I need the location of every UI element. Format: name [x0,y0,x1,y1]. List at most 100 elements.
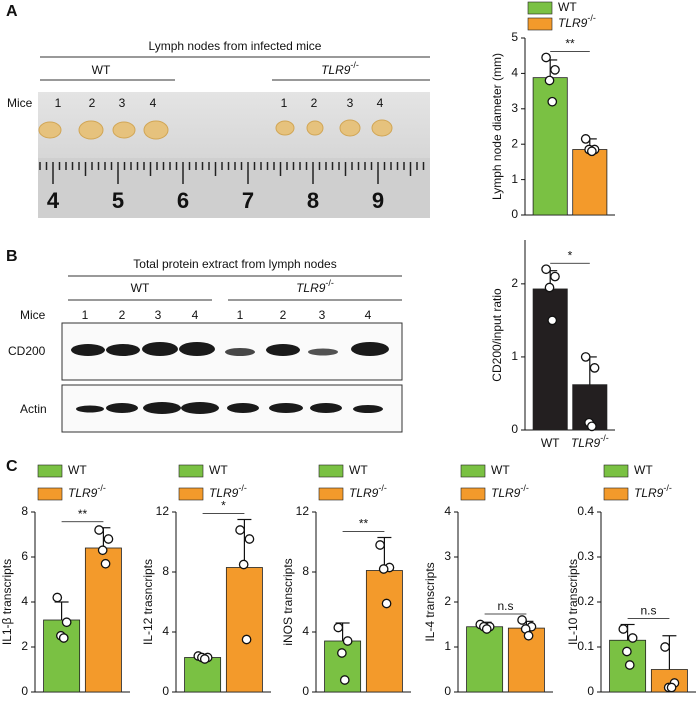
label-name: WT [634,463,653,477]
y-tick-label: 4 [162,624,169,638]
significance-label: ** [565,37,575,51]
y-tick-label: 0 [162,684,169,698]
mice-label: Mice [7,96,33,110]
mouse-number: 2 [280,308,287,322]
y-tick-label: 2 [21,639,28,653]
label-name: TLR9 [349,486,379,500]
y-tick-label: 2 [511,276,518,290]
data-point [550,65,560,75]
y-axis-label: iNOS transcripts [281,558,295,645]
y-tick-label: 1 [444,639,451,653]
legend-label: TLR9-/- [68,483,106,500]
mouse-number: 1 [82,308,89,322]
legend-swatch [178,464,204,478]
mouse-number: 3 [347,96,354,110]
data-point [97,545,108,556]
legend-swatch [318,487,344,501]
mouse-number: 1 [281,96,288,110]
y-tick-label: 3 [511,101,518,115]
data-point [103,534,114,544]
data-point [61,617,72,628]
bar [84,547,122,693]
data-point [199,654,210,664]
y-tick-label: 6 [21,549,28,563]
label-name: TLR9 [571,436,601,450]
legend-swatch [527,1,553,15]
x-tick-label: WT [541,436,560,450]
label-name: WT [541,436,560,450]
y-tick-label: 1 [511,172,518,186]
data-point [517,615,527,625]
bar [225,567,263,693]
data-point [100,558,111,569]
y-axis-label: CD200/input ratio [490,288,504,382]
y-axis-label: IL-4 transcripts [423,562,437,641]
mouse-number: 3 [155,308,162,322]
data-point [481,624,492,634]
y-tick-label: 0 [511,207,518,221]
label-name: TLR9 [209,486,239,500]
legend-label: WT [634,463,653,477]
legend-swatch [603,487,629,501]
y-tick-label: 0 [21,684,28,698]
data-point [547,96,558,107]
legend-label: WT [68,463,87,477]
data-point [666,682,677,693]
x-tick-label: TLR9-/- [571,433,609,450]
panel-label: B [6,248,18,265]
data-point [241,634,252,645]
y-axis-label: IL-12 trasncripts [141,559,155,645]
legend-swatch [318,464,344,478]
mouse-number: 4 [150,96,157,110]
group-label: WT [131,281,150,295]
significance-label: n.s [640,604,656,618]
legend-label: WT [349,463,368,477]
data-point [94,525,104,535]
legend-swatch [527,17,553,31]
label-name: WT [209,463,228,477]
bar [572,384,608,431]
legend-label: TLR9-/- [634,483,672,500]
label-superscript: -/- [378,483,387,493]
ruler-number: 7 [242,188,254,213]
data-point [587,421,597,432]
label-superscript: -/- [325,278,334,288]
label-name: TLR9 [491,486,521,500]
label-superscript: -/- [97,483,106,493]
data-point [235,525,245,535]
ruler-number: 9 [372,188,384,213]
annotation-lines [40,56,430,301]
blot-bands [71,342,389,414]
legend-label: WT [209,463,228,477]
label-name: WT [92,63,111,77]
legend-label: WT [558,0,577,14]
ruler-ticks [39,162,425,184]
mice-label: Mice [20,308,46,322]
significance-label: * [568,248,573,262]
data-point [660,642,670,652]
y-tick-label: 4 [511,66,518,80]
label-superscript: -/- [587,13,596,23]
significance-label: ** [78,507,88,521]
data-point [337,648,347,658]
y-tick-label: 4 [444,504,451,518]
bar [365,570,403,693]
y-axis-label: Lymph node diameter (mm) [490,53,504,200]
data-point [544,75,555,86]
data-point [378,564,389,574]
data-point [589,363,600,373]
y-tick-label: 0.2 [577,594,594,608]
panel-label: A [6,3,18,20]
y-tick-label: 8 [21,504,28,518]
y-tick-label: 4 [302,624,309,638]
y-tick-label: 0.3 [577,549,594,563]
data-point [333,622,344,633]
legend-label: TLR9-/- [209,483,247,500]
bar [532,288,568,431]
y-tick-label: 0.1 [577,639,594,653]
label-name: WT [131,281,150,295]
y-tick-label: 5 [511,30,518,44]
y-tick-label: 1 [511,349,518,363]
y-tick-label: 2 [444,594,451,608]
